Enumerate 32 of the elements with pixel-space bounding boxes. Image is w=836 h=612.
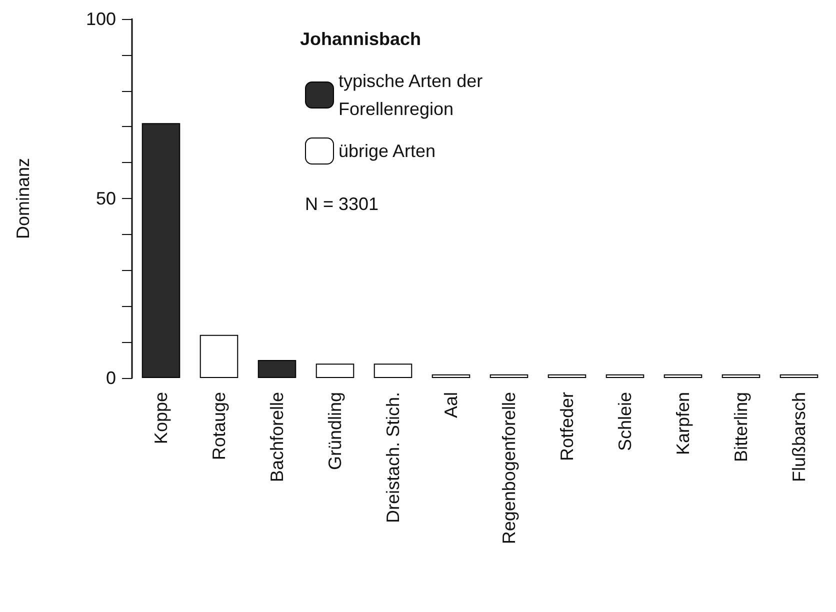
bar — [374, 364, 412, 378]
x-tick-label: Rotfeder — [557, 392, 577, 462]
bar — [548, 374, 586, 378]
x-tick-label: Dreistach. Stich. — [383, 392, 403, 524]
x-tick-label: Gründling — [325, 392, 345, 470]
x-tick-label: Schleie — [615, 392, 635, 452]
bar — [490, 374, 528, 378]
x-tick-label: Flußbarsch — [789, 392, 809, 482]
x-tick-label: Karpfen — [673, 392, 693, 456]
x-tick-label: Regenbogenforelle — [499, 392, 519, 544]
x-tick-label: Bachforelle — [267, 392, 287, 482]
bar — [606, 374, 644, 378]
legend-title: Johannisbach — [300, 29, 422, 49]
x-tick-label: Koppe — [151, 392, 171, 444]
annotation: N = 3301 — [305, 194, 379, 214]
legend-label: typische Arten der Forellenregion — [338, 71, 488, 119]
bar — [200, 334, 238, 378]
x-tick-label: Bitterling — [731, 392, 751, 462]
y-tick-label: 100 — [86, 9, 116, 29]
bar — [722, 374, 760, 378]
y-axis-title: Dominanz — [13, 158, 33, 240]
bar — [142, 123, 180, 378]
bar — [316, 364, 354, 378]
bar — [780, 374, 818, 378]
y-tick-label: 50 — [96, 188, 116, 208]
bar — [258, 360, 296, 378]
x-tick-label: Aal — [441, 392, 461, 418]
y-tick-label: 0 — [106, 368, 116, 388]
bar — [432, 374, 470, 378]
bar — [664, 374, 702, 378]
legend-label: übrige Arten — [338, 141, 436, 161]
x-tick-label: Rotauge — [209, 392, 229, 460]
